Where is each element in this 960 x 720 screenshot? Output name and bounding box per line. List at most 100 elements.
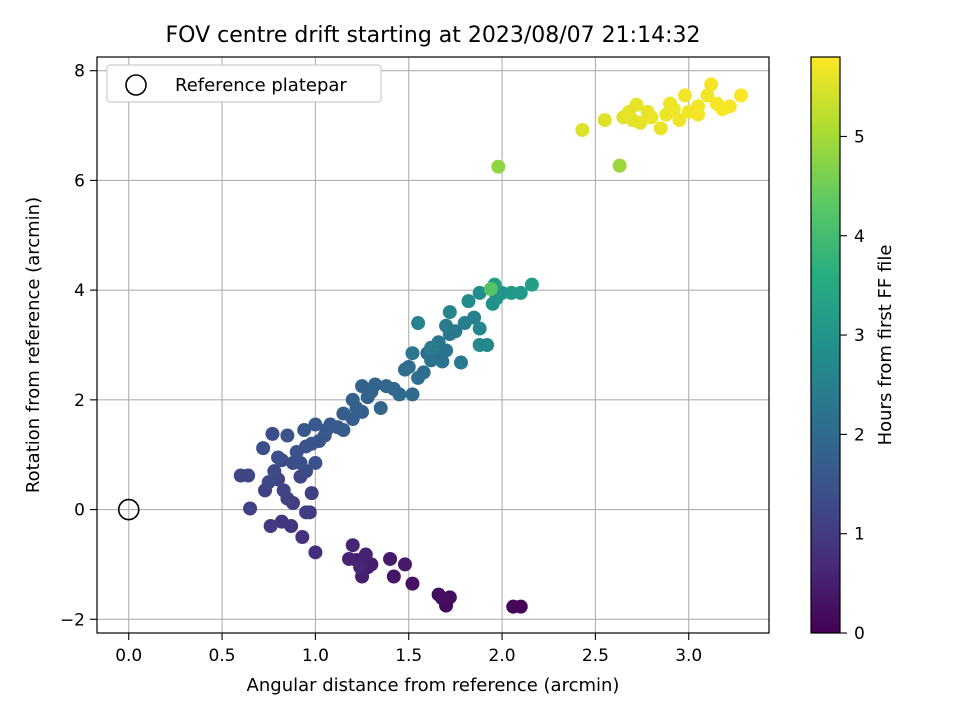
legend-marker: [125, 74, 147, 96]
scatter-point: [644, 110, 659, 125]
colorbar-gradient: [810, 56, 841, 634]
legend-box: [106, 64, 382, 103]
scatter-point: [424, 340, 439, 355]
scatter-point: [663, 96, 678, 111]
x-tick-label: 2.5: [582, 646, 609, 666]
scatter-point: [401, 359, 416, 374]
scatter-point: [297, 423, 312, 438]
scatter-point: [392, 387, 407, 402]
scatter-point: [491, 159, 506, 174]
scatter-point: [263, 519, 278, 534]
scatter-point: [345, 538, 360, 553]
scatter-point: [472, 285, 487, 300]
scatter-point: [722, 99, 737, 114]
scatter-point: [454, 355, 468, 370]
scatter-point: [398, 557, 412, 572]
scatter-point: [386, 569, 401, 584]
scatter-point: [704, 77, 719, 92]
colorbar-tick-label: 0: [854, 624, 865, 644]
data-points: [233, 77, 748, 614]
y-axis-ticks: −2 0 2 4 6 8: [60, 62, 97, 630]
y-tick-label: 2: [74, 391, 85, 411]
scatter-point: [405, 387, 420, 402]
scatter-point: [276, 483, 291, 498]
plot-border: [96, 56, 770, 634]
reference-marker: [117, 498, 140, 521]
scatter-point: [358, 547, 373, 562]
colorbar-ticks: 0 1 2 3 4 5: [840, 127, 865, 644]
scatter-point: [734, 88, 748, 103]
scatter-point: [336, 423, 351, 438]
colorbar-tick-label: 5: [854, 127, 865, 147]
y-tick-label: 0: [74, 501, 85, 521]
scatter-point: [633, 115, 648, 130]
y-tick-label: 8: [74, 62, 85, 82]
scatter-point: [293, 455, 308, 470]
y-tick-label: 4: [74, 281, 85, 301]
plot-area: 0.0 0.5 1.0 1.5 2.0 2.5 3.0 −2 0 2 4 6 8: [60, 56, 770, 666]
x-tick-label: 3.0: [675, 646, 702, 666]
scatter-point: [368, 377, 383, 392]
scatter-point: [416, 365, 431, 380]
scatter-point: [256, 441, 271, 456]
scatter-point: [461, 294, 476, 309]
scatter-point: [308, 545, 323, 560]
scatter-point: [271, 450, 286, 465]
y-axis-label: Rotation from reference (arcmin): [23, 197, 44, 493]
scatter-point: [405, 346, 420, 361]
scatter-point: [274, 514, 289, 529]
scatter-point: [622, 104, 636, 119]
scatter-point: [691, 107, 706, 122]
colorbar-tick-label: 2: [854, 425, 865, 445]
scatter-point: [345, 392, 360, 407]
x-tick-label: 0.0: [115, 646, 142, 666]
colorbar-label: Hours from first FF file: [875, 245, 896, 446]
y-tick-label: 6: [74, 171, 85, 191]
scatter-point: [435, 354, 450, 369]
scatter-point: [405, 576, 420, 591]
scatter-point: [373, 401, 388, 416]
scatter-point: [483, 282, 498, 297]
scatter-point: [678, 88, 692, 103]
legend-label: Reference platepar: [175, 75, 347, 96]
legend: Reference platepar: [106, 64, 382, 103]
scatter-point: [513, 599, 528, 614]
colorbar: 0 1 2 3 4 5 Hours from first FF file: [810, 56, 896, 644]
scatter-point: [597, 113, 612, 128]
scatter-point: [524, 277, 539, 292]
scatter-point: [653, 121, 668, 136]
colorbar-tick-label: 1: [854, 525, 865, 545]
colorbar-tick-label: 4: [854, 227, 865, 247]
scatter-point: [241, 468, 256, 483]
scatter-point: [467, 310, 482, 325]
x-tick-label: 0.5: [209, 646, 236, 666]
scatter-point: [700, 88, 715, 103]
scatter-point: [265, 426, 280, 441]
scatter-point: [472, 321, 487, 336]
scatter-point: [442, 305, 457, 320]
scatter-point: [299, 505, 314, 520]
y-tick-label: −2: [60, 610, 85, 630]
scatter-point: [435, 591, 450, 606]
scatter-point: [513, 285, 528, 300]
x-tick-label: 1.0: [302, 646, 329, 666]
scatter-point: [342, 551, 356, 566]
scatter-point: [672, 113, 687, 128]
grid-lines: [97, 57, 769, 633]
scatter-point: [295, 530, 310, 544]
x-axis-ticks: 0.0 0.5 1.0 1.5 2.0 2.5 3.0: [115, 633, 702, 666]
scatter-point: [353, 560, 368, 575]
scatter-point: [304, 486, 319, 501]
x-axis-label: Angular distance from reference (arcmin): [247, 675, 620, 696]
scatter-point: [575, 122, 590, 137]
x-tick-label: 1.5: [395, 646, 422, 666]
scatter-point: [383, 551, 398, 566]
scatter-point: [355, 404, 370, 419]
scatter-point: [439, 318, 454, 333]
scatter-point: [612, 158, 627, 173]
scatter-point: [243, 501, 258, 516]
scatter-point: [308, 417, 323, 432]
chart-title: FOV centre drift starting at 2023/08/07 …: [166, 23, 701, 48]
x-tick-label: 2.0: [489, 646, 516, 666]
